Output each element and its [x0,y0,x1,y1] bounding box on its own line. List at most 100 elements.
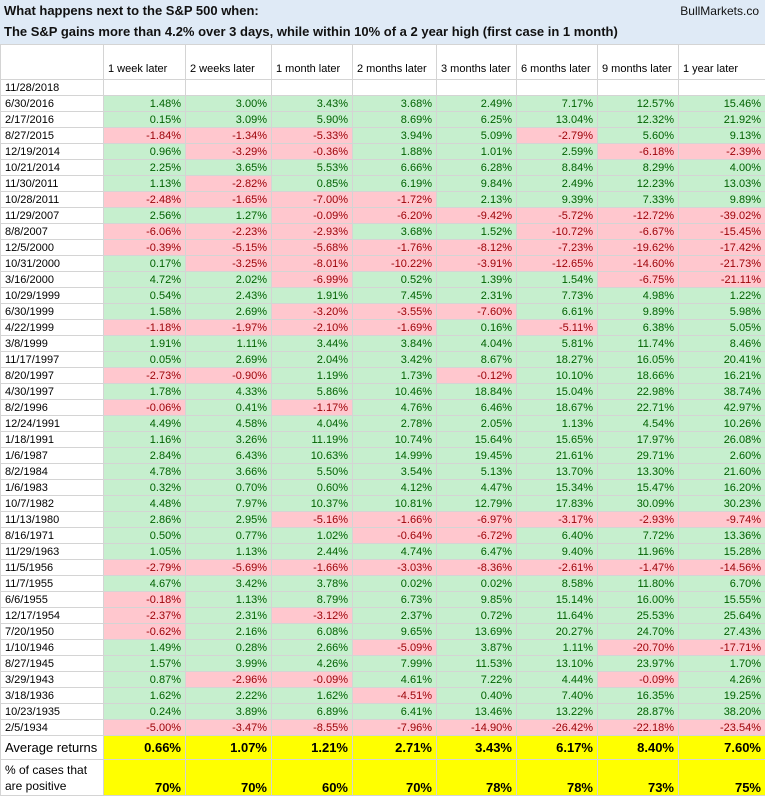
return-cell: 17.97% [597,431,679,448]
return-cell: 10.63% [271,447,353,464]
data-row: 10/31/2000 0.17% -3.25% -8.01% -10.22% -3.91%… [0,255,765,272]
return-cell: -5.33% [271,127,353,144]
return-cell: 1.58% [103,303,186,320]
return-cell: 13.46% [436,703,517,720]
return-cell: 4.67% [103,575,186,592]
return-cell: 4.04% [271,415,353,432]
return-cell: 0.72% [436,607,517,624]
summary-row: % of cases that are positive 70% 70% 60% 70%… [0,759,765,796]
empty-cell [516,79,598,96]
return-cell: 3.99% [185,655,272,672]
return-cell: 9.13% [678,127,765,144]
return-cell: -5.68% [271,239,353,256]
data-row: 11/29/2007 2.56% 1.27% -0.09% -6.20% -9.42% -5… [0,207,765,224]
title-bar: What happens next to the S&P 500 when: B… [0,0,765,44]
return-cell: 6.38% [597,319,679,336]
return-cell: 18.67% [516,399,598,416]
return-cell: 5.60% [597,127,679,144]
return-cell: 2.86% [103,511,186,528]
return-cell: -10.72% [516,223,598,240]
empty-cell [103,79,186,96]
summary-value: 2.71% [352,735,437,760]
return-cell: -2.61% [516,559,598,576]
data-row: 8/2/1984 4.78% 3.66% 5.50% 3.54% 5.13% 13.70% 1… [0,463,765,480]
return-cell: -2.79% [516,127,598,144]
return-cell: 16.05% [597,351,679,368]
return-cell: 17.83% [516,495,598,512]
return-cell: 9.89% [678,191,765,208]
return-cell: 15.34% [516,479,598,496]
return-cell: 7.17% [516,95,598,112]
return-cell: -21.11% [678,271,765,288]
return-cell: 1.16% [103,431,186,448]
return-cell: 4.12% [352,479,437,496]
column-header: 9 months later [597,44,679,80]
return-cell: 7.72% [597,527,679,544]
return-cell: -1.17% [271,399,353,416]
return-cell: 5.13% [436,463,517,480]
return-cell: 0.52% [352,271,437,288]
data-row: 10/7/1982 4.48% 7.97% 10.37% 10.81% 12.79% 17.… [0,495,765,512]
return-cell: 2.16% [185,623,272,640]
return-cell: 8.69% [352,111,437,128]
date-cell: 8/20/1997 [0,367,104,384]
return-cell: 0.60% [271,479,353,496]
return-cell: -1.47% [597,559,679,576]
return-cell: 2.84% [103,447,186,464]
return-cell: 1.39% [436,271,517,288]
return-cell: -2.39% [678,143,765,160]
return-cell: 15.65% [516,431,598,448]
data-row: 11/17/1997 0.05% 2.69% 2.04% 3.42% 8.67% 18.27… [0,351,765,368]
return-cell: 11.19% [271,431,353,448]
return-cell: 4.78% [103,463,186,480]
data-row: 6/6/1955 -0.18% 1.13% 8.79% 6.73% 9.85% 15.14%… [0,591,765,608]
return-cell: -21.73% [678,255,765,272]
data-row: 10/29/1999 0.54% 2.43% 1.91% 7.45% 2.31% 7.73%… [0,287,765,304]
date-cell: 8/8/2007 [0,223,104,240]
return-cell: 20.41% [678,351,765,368]
return-cell: -5.09% [352,639,437,656]
summary-value: 7.60% [678,735,765,760]
summary-value: 70% [185,759,272,796]
return-cell: -12.65% [516,255,598,272]
return-cell: 42.97% [678,399,765,416]
header-cell [0,44,104,80]
data-row: 12/19/2014 0.96% -3.29% -0.36% 1.88% 1.01% 2.5… [0,143,765,160]
return-cell: 6.89% [271,703,353,720]
return-cell: 8.58% [516,575,598,592]
return-cell: 3.68% [352,95,437,112]
column-header: 1 week later [103,44,186,80]
return-cell: -3.55% [352,303,437,320]
date-cell: 11/29/1963 [0,543,104,560]
return-cell: -17.71% [678,639,765,656]
column-header: 2 weeks later [185,44,272,80]
return-cell: -3.17% [516,511,598,528]
return-cell: -5.69% [185,559,272,576]
return-cell: 6.41% [352,703,437,720]
data-row: 8/8/2007 -6.06% -2.23% -2.93% 3.68% 1.52% -10.… [0,223,765,240]
return-cell: 3.68% [352,223,437,240]
date-cell: 4/22/1999 [0,319,104,336]
return-cell: 1.13% [185,543,272,560]
return-cell: 7.73% [516,287,598,304]
return-cell: 6.25% [436,111,517,128]
date-cell: 12/19/2014 [0,143,104,160]
return-cell: 4.58% [185,415,272,432]
date-cell: 10/28/2011 [0,191,104,208]
data-row: 8/27/1945 1.57% 3.99% 4.26% 7.99% 11.53% 13.10… [0,655,765,672]
return-cell: 12.79% [436,495,517,512]
summary-value: 70% [103,759,186,796]
return-cell: -0.62% [103,623,186,640]
return-cell: 24.70% [597,623,679,640]
return-cell: 3.09% [185,111,272,128]
data-row: 3/8/1999 1.91% 1.11% 3.44% 3.84% 4.04% 5.81% 11… [0,335,765,352]
return-cell: 2.31% [436,287,517,304]
return-cell: -7.60% [436,303,517,320]
return-cell: 1.49% [103,639,186,656]
return-cell: 18.84% [436,383,517,400]
return-cell: 16.21% [678,367,765,384]
return-cell: 11.64% [516,607,598,624]
return-cell: 5.86% [271,383,353,400]
data-row: 10/28/2011 -2.48% -1.65% -7.00% -1.72% 2.13% 9… [0,191,765,208]
return-cell: -23.54% [678,719,765,736]
